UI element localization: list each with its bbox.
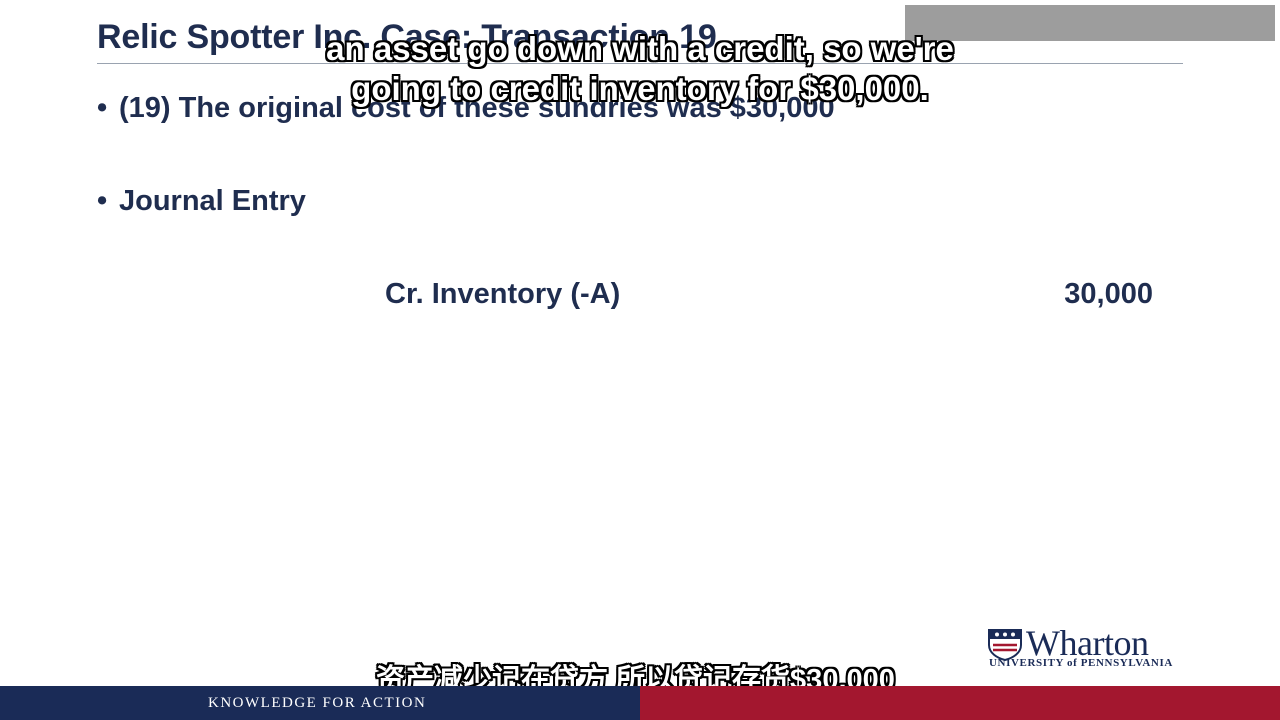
bullet-text: Journal Entry [119,185,306,217]
wharton-logo: Wharton UNIVERSITY of PENNSYLVANIA [988,623,1193,672]
footer-navy-band: KNOWLEDGE FOR ACTION [0,686,640,720]
bullet-marker: • [97,92,108,124]
subtitle-line-1: an asset go down with a credit, so we're [326,30,954,67]
subtitle-line-2: going to credit inventory for $30,000. [351,70,929,107]
overlay-box [905,5,1275,41]
title-divider [97,63,1183,64]
logo-subline: UNIVERSITY of PENNSYLVANIA [989,657,1173,669]
penn-shield-icon [988,629,1022,661]
bullet-marker: • [97,185,108,217]
footer-tagline: KNOWLEDGE FOR ACTION [208,695,427,711]
footer-crimson-band [640,686,1280,720]
slide-title: Relic Spotter Inc. Case: Transaction 19 [97,18,717,56]
bullet-text: (19) The original cost of these sundries… [119,92,835,124]
journal-entry-account: Cr. Inventory (-A) [385,278,621,310]
bullet-item: • (19) The original cost of these sundrie… [97,92,835,125]
journal-entry-amount: 30,000 [1064,278,1153,310]
bullet-item: • Journal Entry [97,185,306,218]
logo-wordmark: Wharton [1026,623,1149,663]
